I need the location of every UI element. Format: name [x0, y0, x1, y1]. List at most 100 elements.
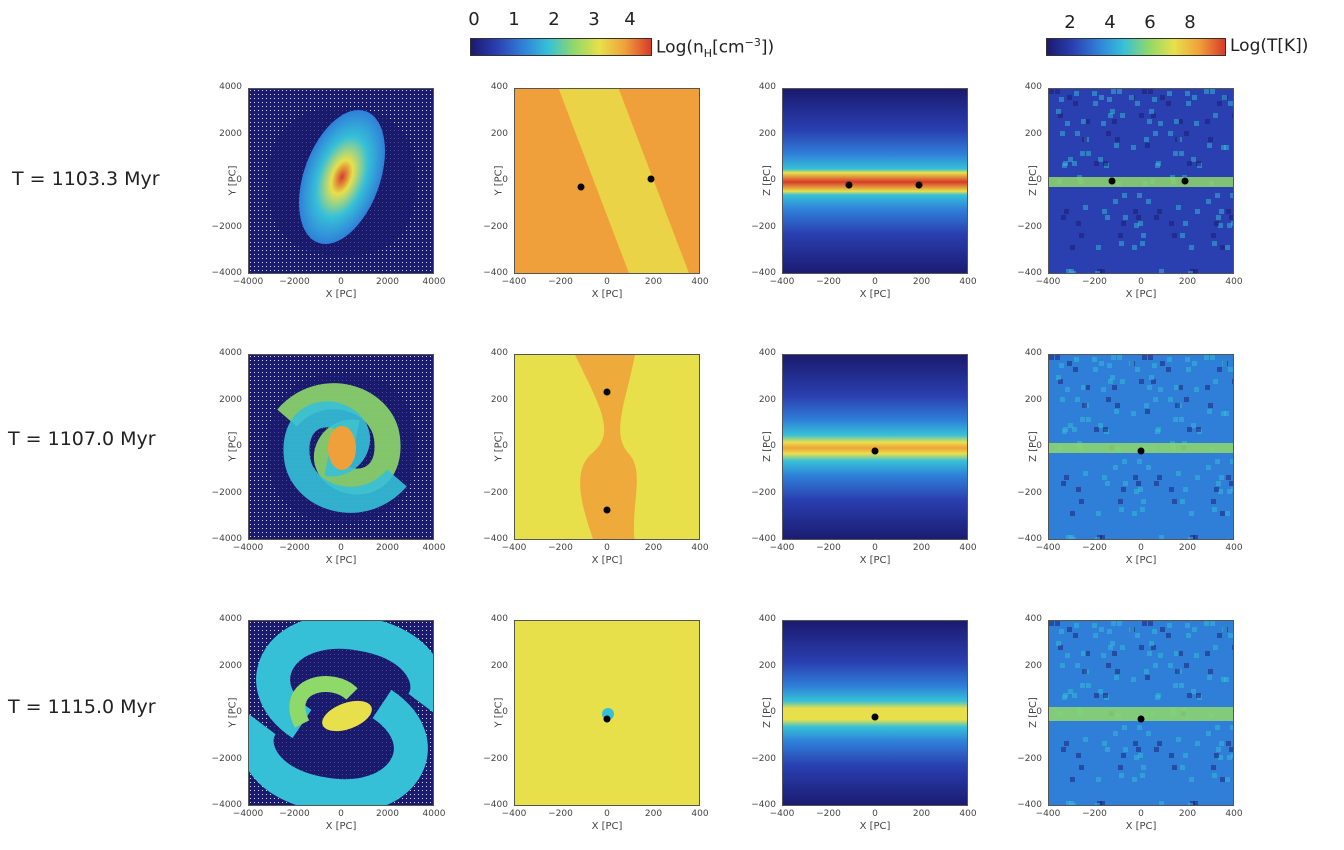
y-tick-label: 200 — [758, 128, 776, 139]
y-tick-label: 200 — [1024, 128, 1042, 139]
y-axis-label: Y [PC] — [493, 165, 505, 196]
x-tick-label: −400 — [769, 543, 795, 553]
x-axis-label: X [PC] — [859, 289, 891, 300]
y-tick-label: 400 — [758, 614, 776, 624]
x-tick-label: −400 — [1035, 277, 1061, 287]
x-tick-label: 2000 — [376, 809, 399, 819]
x-tick-label: 0 — [604, 543, 610, 553]
y-tick-label: −400 — [751, 268, 776, 278]
x-tick-label: −400 — [1035, 809, 1061, 819]
y-tick-label: 200 — [490, 128, 508, 139]
y-tick-label: −2000 — [211, 221, 242, 232]
plot-panel — [782, 354, 968, 540]
y-tick-label: −200 — [483, 487, 508, 498]
y-tick-label: −200 — [483, 753, 508, 764]
x-axis-label: X [PC] — [1125, 555, 1157, 566]
row-label-time: T = 1103.3 Myr — [12, 168, 160, 190]
y-tick-label: 400 — [758, 348, 776, 358]
plot-panel — [514, 620, 700, 806]
temperature-map-edge-on — [1049, 355, 1233, 539]
y-axis-label: Y [PC] — [493, 697, 505, 728]
x-tick-label: −400 — [501, 543, 527, 553]
x-tick-label: 4000 — [422, 543, 446, 553]
y-tick-label: 0 — [770, 175, 776, 185]
y-axis-label: Z [PC] — [761, 431, 773, 462]
y-tick-label: −200 — [751, 487, 776, 498]
temperature-map-edge-on — [1049, 621, 1233, 805]
y-tick-label: −400 — [483, 800, 508, 810]
y-axis-label: Z [PC] — [1027, 165, 1039, 196]
x-tick-label: 0 — [1138, 543, 1144, 553]
y-axis-label: Z [PC] — [1027, 697, 1039, 728]
row-label-time: T = 1115.0 Myr — [8, 696, 156, 718]
x-axis-label: X [PC] — [325, 555, 357, 566]
density-tick: 2 — [548, 9, 560, 30]
x-tick-label: 4000 — [422, 277, 446, 287]
x-tick-label: 200 — [1178, 809, 1197, 819]
y-tick-label: 400 — [1024, 348, 1042, 358]
density-map-edge-on — [783, 355, 967, 539]
x-tick-label: −200 — [816, 809, 841, 819]
temperature-tick: 2 — [1064, 12, 1076, 33]
x-axis-label: X [PC] — [591, 289, 623, 300]
y-tick-label: 400 — [1024, 82, 1042, 92]
y-tick-label: −400 — [751, 534, 776, 544]
density-colorbar-gradient — [470, 38, 652, 56]
plot-panel — [1048, 620, 1234, 806]
temperature-tick: 6 — [1144, 12, 1156, 33]
y-tick-label: −400 — [1017, 534, 1042, 544]
y-tick-label: 200 — [1024, 394, 1042, 405]
x-tick-label: 0 — [1138, 277, 1144, 287]
plot-panel — [514, 88, 700, 274]
black-hole-marker — [577, 183, 585, 191]
x-tick-label: 4000 — [422, 809, 446, 819]
y-tick-label: 0 — [1036, 441, 1042, 451]
density-tick: 0 — [468, 9, 480, 30]
x-tick-label: 400 — [691, 277, 709, 287]
x-tick-label: 400 — [691, 543, 709, 553]
y-tick-label: −200 — [483, 221, 508, 232]
y-tick-label: −400 — [1017, 268, 1042, 278]
black-hole-marker — [871, 447, 879, 455]
y-tick-label: 0 — [1036, 707, 1042, 717]
x-tick-label: 0 — [338, 277, 344, 287]
density-tick: 1 — [508, 9, 520, 30]
temperature-map-edge-on — [1049, 89, 1233, 273]
x-tick-label: 0 — [1138, 809, 1144, 819]
density-map-edge-on — [783, 621, 967, 805]
density-map-face-on — [249, 621, 433, 805]
y-tick-label: 400 — [490, 82, 508, 92]
y-tick-label: −4000 — [211, 534, 242, 544]
x-axis-label: X [PC] — [1125, 821, 1157, 832]
y-tick-label: 0 — [236, 707, 242, 717]
y-axis-label: Y [PC] — [227, 165, 239, 196]
y-tick-label: −400 — [1017, 800, 1042, 810]
x-axis-label: X [PC] — [325, 821, 357, 832]
y-tick-label: −400 — [751, 800, 776, 810]
y-tick-label: −400 — [483, 534, 508, 544]
black-hole-marker — [603, 506, 611, 514]
temperature-colorbar-gradient — [1046, 38, 1226, 56]
density-colorbar-label: Log(nH[cm−3]) — [656, 36, 775, 61]
x-tick-label: −200 — [548, 277, 573, 287]
x-tick-label: 200 — [912, 277, 931, 287]
y-tick-label: 2000 — [219, 660, 242, 671]
density-map-edge-on — [783, 89, 967, 273]
y-tick-label: −2000 — [211, 487, 242, 498]
density-map-face-on — [249, 355, 433, 539]
black-hole-marker — [915, 181, 923, 189]
x-tick-label: 400 — [1225, 809, 1243, 819]
x-tick-label: 400 — [959, 809, 977, 819]
density-tick: 3 — [588, 9, 600, 30]
plot-panel — [1048, 88, 1234, 274]
x-tick-label: −400 — [501, 277, 527, 287]
x-tick-label: 0 — [338, 809, 344, 819]
y-tick-label: 2000 — [219, 128, 242, 139]
black-hole-marker — [1181, 177, 1189, 185]
density-tick: 4 — [624, 9, 636, 30]
temperature-tick: 4 — [1104, 12, 1116, 33]
x-axis-label: X [PC] — [859, 555, 891, 566]
black-hole-marker — [603, 715, 611, 723]
x-tick-label: −2000 — [279, 543, 310, 553]
y-tick-label: 400 — [490, 348, 508, 358]
